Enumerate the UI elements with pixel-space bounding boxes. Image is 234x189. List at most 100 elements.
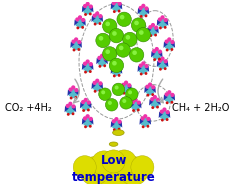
Circle shape — [81, 100, 85, 104]
Circle shape — [131, 156, 154, 179]
Polygon shape — [83, 117, 92, 127]
Circle shape — [114, 117, 119, 121]
Polygon shape — [120, 85, 124, 91]
Polygon shape — [83, 62, 92, 73]
Polygon shape — [146, 85, 155, 96]
Circle shape — [132, 50, 137, 55]
Polygon shape — [164, 94, 168, 101]
Polygon shape — [118, 67, 122, 74]
Circle shape — [158, 59, 162, 63]
Circle shape — [164, 26, 167, 29]
Circle shape — [83, 4, 87, 8]
Circle shape — [112, 150, 137, 175]
Circle shape — [87, 108, 90, 111]
Circle shape — [139, 64, 143, 68]
Polygon shape — [164, 61, 168, 67]
Circle shape — [118, 74, 121, 77]
Polygon shape — [112, 66, 121, 77]
Circle shape — [97, 56, 102, 60]
Circle shape — [89, 125, 92, 128]
Polygon shape — [154, 27, 159, 33]
Circle shape — [144, 6, 149, 11]
Circle shape — [102, 150, 125, 173]
Circle shape — [96, 33, 110, 48]
Polygon shape — [152, 87, 156, 93]
Circle shape — [105, 22, 110, 26]
Polygon shape — [148, 26, 157, 36]
Polygon shape — [81, 101, 90, 111]
Polygon shape — [150, 98, 159, 108]
Polygon shape — [159, 112, 163, 118]
Circle shape — [115, 86, 119, 90]
Polygon shape — [166, 112, 170, 118]
Circle shape — [156, 106, 159, 108]
Circle shape — [102, 47, 117, 61]
Circle shape — [84, 125, 87, 128]
Circle shape — [145, 72, 147, 75]
Circle shape — [117, 66, 122, 70]
Ellipse shape — [113, 130, 124, 136]
Circle shape — [151, 93, 154, 96]
Polygon shape — [65, 106, 69, 112]
Polygon shape — [171, 94, 175, 101]
Polygon shape — [87, 102, 91, 108]
Text: CO₂ +4H₂: CO₂ +4H₂ — [5, 103, 51, 113]
Circle shape — [70, 97, 73, 99]
Circle shape — [118, 128, 121, 131]
Circle shape — [156, 98, 160, 102]
Circle shape — [74, 37, 78, 42]
Polygon shape — [89, 118, 93, 125]
Polygon shape — [157, 19, 161, 26]
Circle shape — [166, 49, 168, 51]
Polygon shape — [75, 90, 79, 96]
Circle shape — [128, 90, 132, 94]
Polygon shape — [147, 118, 151, 125]
Circle shape — [113, 128, 116, 131]
Polygon shape — [96, 58, 100, 64]
Circle shape — [103, 64, 106, 67]
Polygon shape — [130, 102, 134, 108]
Circle shape — [151, 23, 155, 27]
Polygon shape — [111, 3, 115, 9]
Circle shape — [140, 15, 143, 18]
Circle shape — [127, 91, 130, 94]
Polygon shape — [139, 64, 148, 74]
Circle shape — [120, 97, 132, 109]
Circle shape — [161, 119, 164, 122]
Circle shape — [137, 101, 141, 105]
Polygon shape — [158, 18, 167, 28]
Circle shape — [153, 95, 157, 99]
Circle shape — [105, 49, 110, 54]
Circle shape — [120, 15, 124, 19]
Circle shape — [140, 116, 145, 120]
Circle shape — [112, 31, 117, 36]
Circle shape — [77, 48, 80, 51]
Circle shape — [92, 13, 97, 18]
Circle shape — [84, 13, 87, 16]
Polygon shape — [118, 121, 122, 128]
Circle shape — [165, 110, 170, 114]
Circle shape — [146, 117, 150, 121]
Circle shape — [151, 106, 154, 109]
Polygon shape — [74, 19, 78, 26]
Circle shape — [118, 10, 121, 12]
Circle shape — [142, 125, 145, 128]
Circle shape — [159, 26, 162, 29]
Circle shape — [165, 40, 169, 44]
Circle shape — [170, 40, 175, 44]
Circle shape — [116, 43, 130, 57]
Circle shape — [83, 62, 87, 66]
Polygon shape — [151, 51, 155, 57]
Polygon shape — [121, 83, 131, 94]
Circle shape — [132, 109, 135, 112]
Circle shape — [170, 101, 173, 104]
Circle shape — [89, 12, 92, 15]
Circle shape — [89, 4, 93, 9]
Polygon shape — [128, 85, 132, 91]
Circle shape — [66, 104, 70, 108]
Circle shape — [73, 156, 96, 179]
Polygon shape — [164, 19, 168, 26]
Circle shape — [94, 23, 97, 26]
Circle shape — [112, 1, 116, 5]
Ellipse shape — [107, 151, 113, 154]
